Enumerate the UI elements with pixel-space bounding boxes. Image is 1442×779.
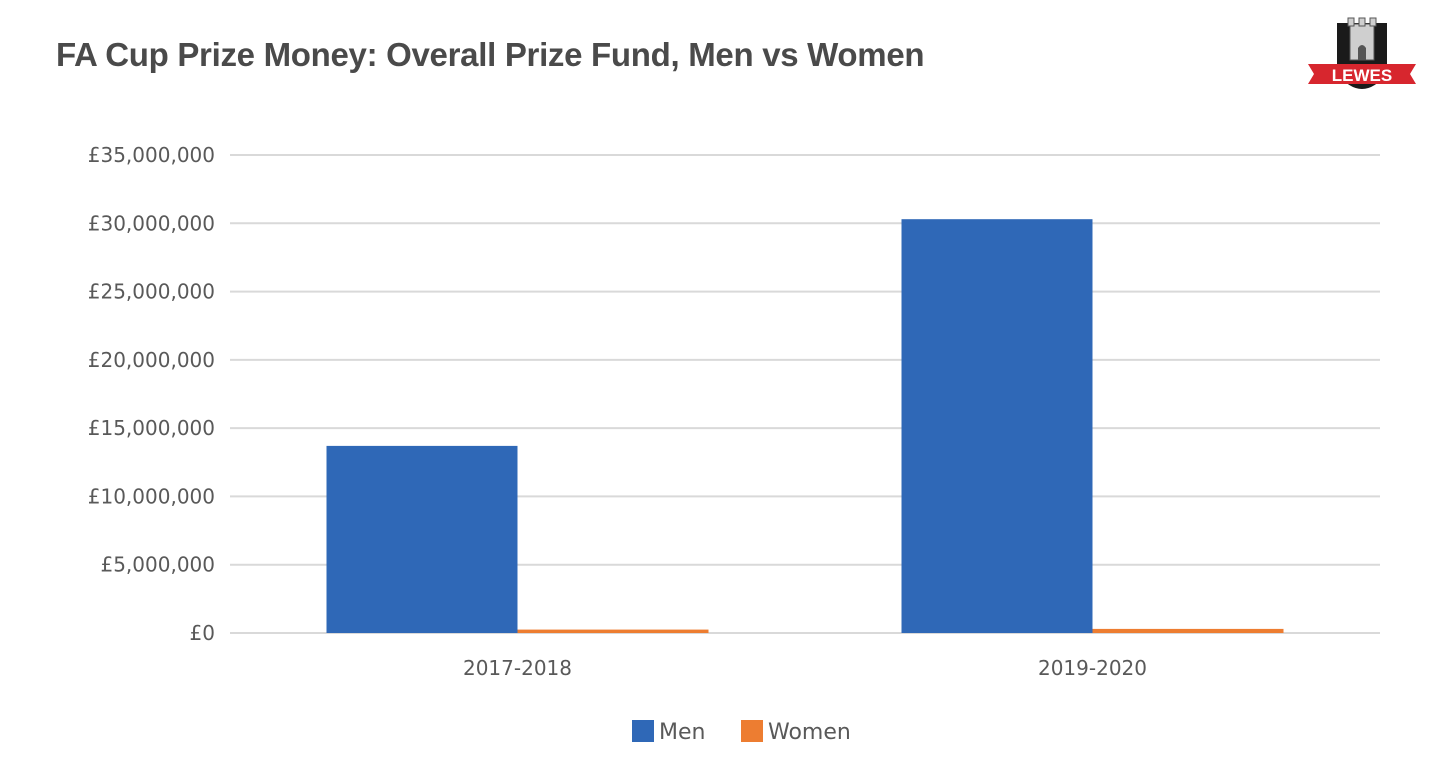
bar-women-2017-2018 xyxy=(517,629,709,633)
bars xyxy=(326,219,1284,633)
y-tick-label: £15,000,000 xyxy=(88,416,215,440)
bar-men-2019-2020 xyxy=(901,219,1093,633)
legend-label-men: Men xyxy=(659,720,705,745)
y-tick-label: £30,000,000 xyxy=(88,211,215,235)
x-axis-ticks: 2017-2018 2019-2020 xyxy=(463,656,1147,680)
legend-swatch-men xyxy=(632,720,654,742)
legend-label-women: Women xyxy=(768,720,851,745)
logo-text-fc: FC xyxy=(1354,89,1370,103)
y-tick-label: £35,000,000 xyxy=(88,143,215,167)
y-tick-label: £25,000,000 xyxy=(88,280,215,304)
y-tick-label: £20,000,000 xyxy=(88,348,215,372)
x-tick-label: 2019-2020 xyxy=(1038,656,1147,680)
lewes-fc-logo: LEWES FC xyxy=(1308,17,1416,103)
legend-swatch-women xyxy=(741,720,763,742)
bar-women-2019-2020 xyxy=(1092,628,1284,633)
y-tick-label: £10,000,000 xyxy=(88,484,215,508)
legend: Men Women xyxy=(632,720,851,745)
chart-title: FA Cup Prize Money: Overall Prize Fund, … xyxy=(56,36,925,73)
y-tick-label: £5,000,000 xyxy=(100,553,215,577)
x-tick-label: 2017-2018 xyxy=(463,656,572,680)
bar-men-2017-2018 xyxy=(326,445,518,633)
logo-text-lewes: LEWES xyxy=(1332,66,1392,85)
y-axis-ticks: £0 £5,000,000 £10,000,000 £15,000,000 £20,00… xyxy=(88,143,215,645)
y-tick-label: £0 xyxy=(190,621,215,645)
